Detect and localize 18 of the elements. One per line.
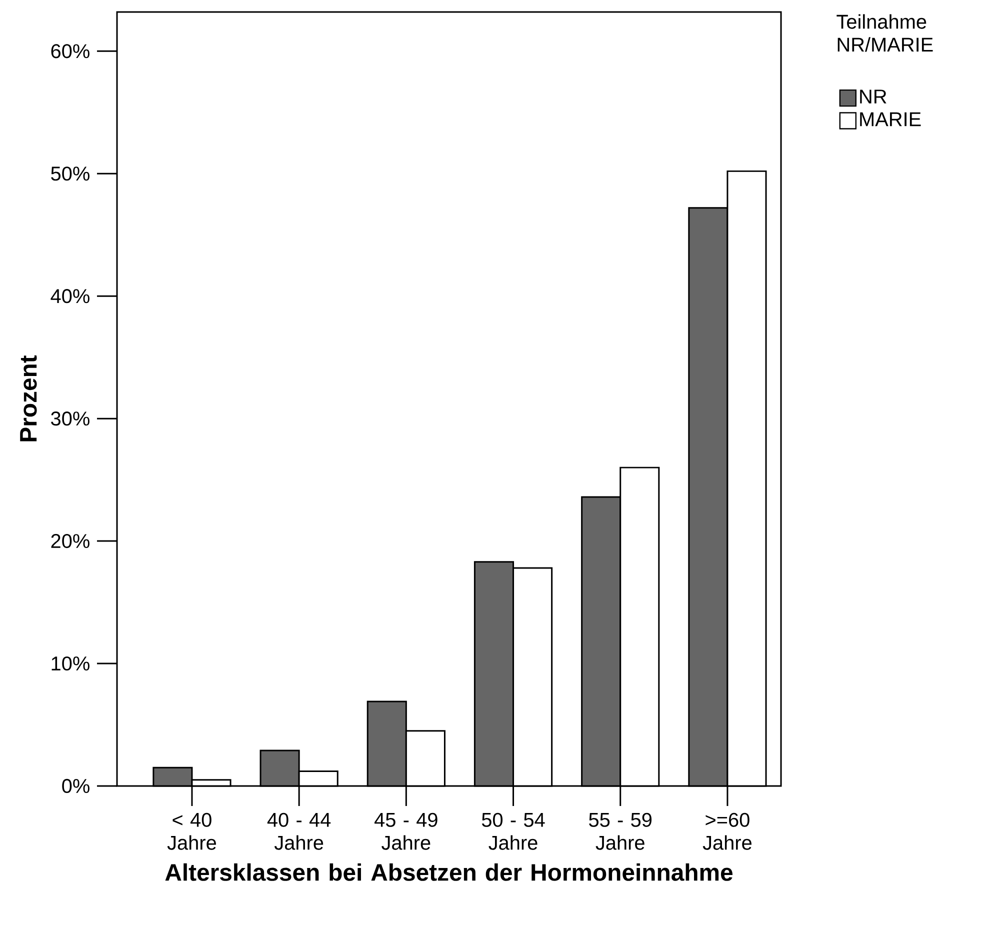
x-tick-label: 45 - 49 Jahre [374,812,438,850]
y-tick-label: 30% [51,412,90,426]
x-tick-label: >=60 Jahre [702,812,752,850]
y-axis-title: Prozent [20,355,37,442]
x-tick-label: 55 - 59 Jahre [589,812,652,850]
x-tick-label: < 40 Jahre [167,812,216,850]
x-tick-label: 50 - 54 Jahre [482,812,545,850]
x-tick-label: 40 - 44 Jahre [267,812,331,850]
legend-title: Teilnahme NR/MARIE [836,14,933,52]
y-tick-label: 0% [62,778,90,794]
y-tick-label: 60% [51,44,90,58]
x-axis-title: Altersklassen bei Absetzen der Hormoneinnahme [165,863,733,881]
y-tick-label: 10% [52,656,90,671]
y-tick-label: 40% [50,289,90,304]
y-tick-label: 50% [51,166,90,181]
y-tick-label: 20% [51,534,90,548]
legend-label: MARIE [860,112,921,126]
legend-label: NR [860,90,886,104]
